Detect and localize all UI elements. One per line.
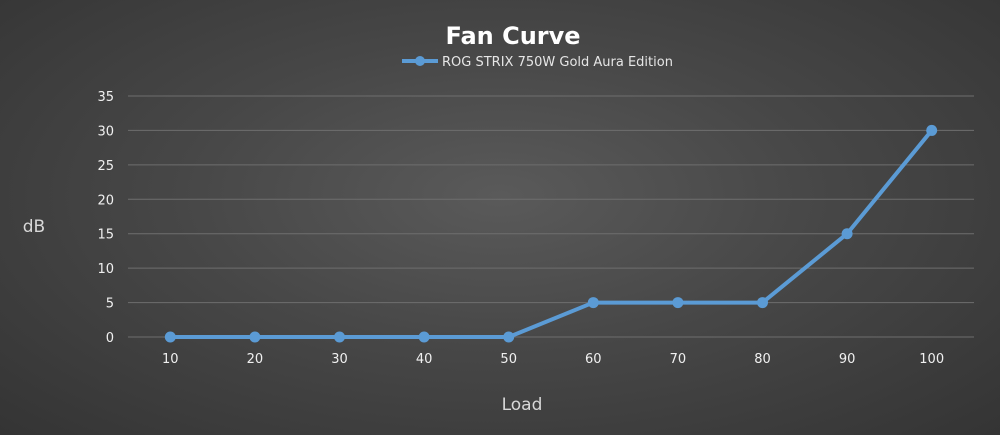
legend: ROG STRIX 750W Gold Aura Edition (402, 55, 673, 70)
x-tick-label: 20 (247, 352, 264, 367)
x-tick-label: 90 (839, 352, 856, 367)
data-point-10 (164, 331, 176, 343)
series-line (168, 128, 934, 339)
data-point-70 (672, 297, 684, 309)
data-point-80 (757, 297, 768, 309)
data-point-50 (503, 331, 515, 343)
y-axis-ticks: 0 5 10 15 20 25 30 35 (97, 90, 114, 346)
chart-title: Fan Curve (445, 22, 580, 50)
y-tick-label: 25 (97, 159, 114, 174)
data-point-90 (841, 228, 853, 240)
x-tick-label: 100 (919, 352, 944, 367)
x-axis-ticks: 10 20 30 40 50 60 70 80 90 100 (162, 352, 944, 367)
data-point-60 (587, 297, 599, 309)
data-point-30 (334, 331, 345, 343)
x-tick-label: 40 (416, 352, 433, 367)
y-tick-label: 35 (97, 90, 114, 105)
data-point-100 (926, 124, 938, 136)
y-tick-label: 20 (97, 193, 114, 208)
x-tick-label: 80 (754, 352, 771, 367)
x-axis-title: Load (502, 395, 543, 415)
legend-label: ROG STRIX 750W Gold Aura Edition (442, 55, 673, 70)
y-axis-title: dB (23, 217, 45, 237)
x-tick-label: 10 (162, 352, 179, 367)
y-tick-label: 30 (97, 124, 114, 139)
legend-marker-swatch (415, 56, 425, 66)
series-layer (164, 124, 938, 343)
y-tick-label: 5 (106, 297, 114, 312)
y-tick-label: 0 (106, 331, 114, 346)
y-tick-label: 15 (97, 228, 114, 243)
x-tick-label: 50 (500, 352, 517, 367)
data-point-20 (249, 331, 261, 343)
y-tick-label: 10 (97, 262, 114, 277)
data-point-40 (418, 331, 430, 343)
x-tick-label: 70 (670, 352, 687, 367)
x-tick-label: 30 (331, 352, 348, 367)
gridlines (128, 95, 974, 338)
x-tick-label: 60 (585, 352, 602, 367)
